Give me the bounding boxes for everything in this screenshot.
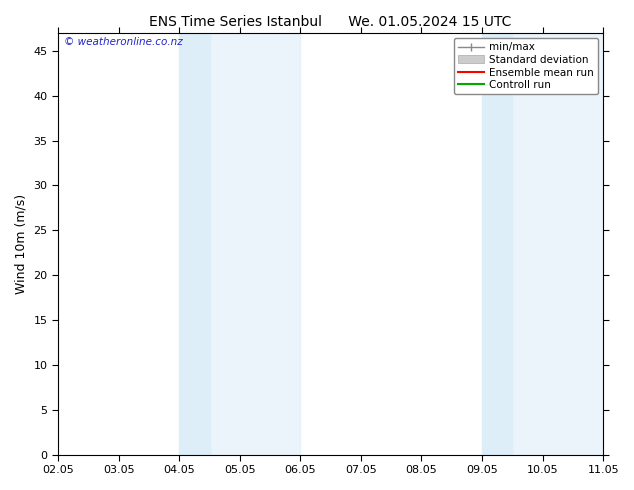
Legend: min/max, Standard deviation, Ensemble mean run, Controll run: min/max, Standard deviation, Ensemble me… — [454, 38, 598, 94]
Title: ENS Time Series Istanbul      We. 01.05.2024 15 UTC: ENS Time Series Istanbul We. 01.05.2024 … — [150, 15, 512, 29]
Y-axis label: Wind 10m (m/s): Wind 10m (m/s) — [15, 194, 28, 294]
Bar — [482, 33, 512, 455]
Bar — [179, 33, 209, 455]
Bar — [512, 33, 603, 455]
Text: © weatheronline.co.nz: © weatheronline.co.nz — [63, 37, 183, 47]
Bar — [209, 33, 301, 455]
